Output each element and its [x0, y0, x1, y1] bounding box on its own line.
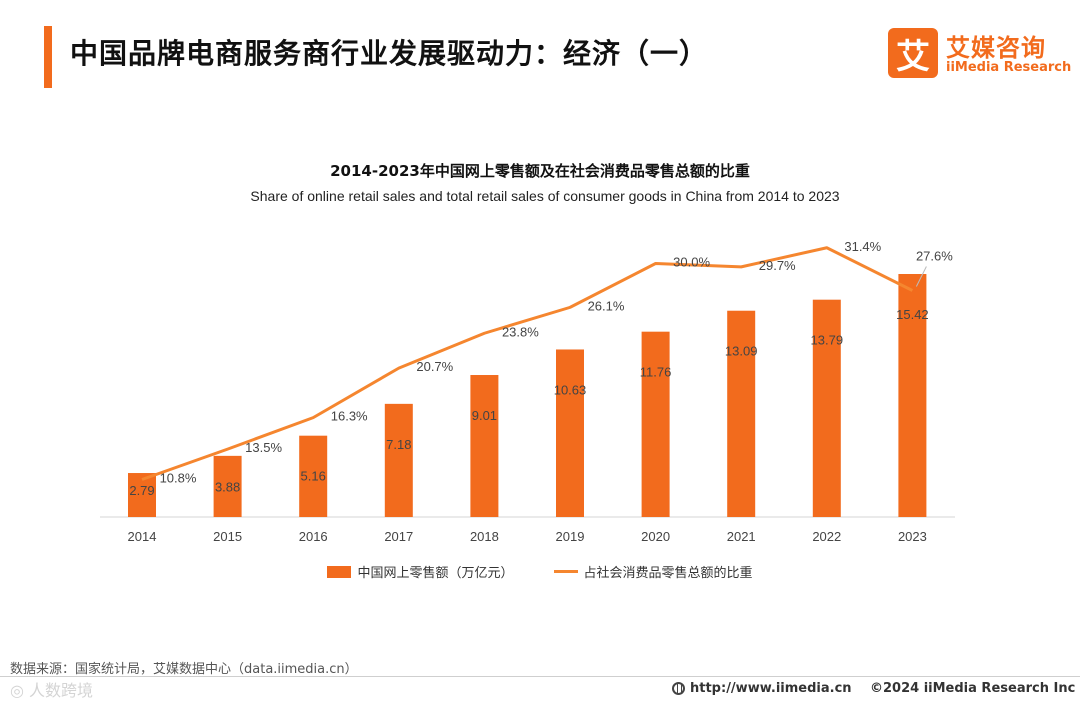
- x-tick-label: 2021: [727, 529, 756, 544]
- footer-url-text: http://www.iimedia.cn: [690, 681, 852, 696]
- x-tick-label: 2023: [898, 529, 927, 544]
- bar-value-label: 11.76: [640, 365, 672, 380]
- globe-icon: [672, 682, 685, 695]
- bar: [898, 274, 927, 517]
- legend-item-bar: 中国网上零售额（万亿元）: [327, 562, 514, 581]
- footer-divider: [0, 676, 1080, 677]
- bar: [727, 310, 756, 517]
- x-tick-label: 2019: [556, 529, 585, 544]
- bar: [299, 435, 328, 517]
- legend-label-line: 占社会消费品零售总额的比重: [583, 566, 753, 581]
- bar: [812, 299, 841, 517]
- bar-value-label: 10.63: [554, 382, 587, 397]
- bar-value-label: 13.79: [811, 333, 844, 348]
- line-value-label: 30.0%: [673, 255, 710, 270]
- line-value-label: 13.5%: [245, 440, 282, 455]
- logo-mark-icon: 艾: [888, 28, 938, 78]
- bar-value-label: 9.01: [472, 408, 497, 423]
- label-leader-line: [915, 266, 927, 287]
- bar: [384, 403, 413, 517]
- bar-value-label: 2.79: [129, 483, 154, 498]
- x-tick-label: 2017: [384, 529, 413, 544]
- bar: [470, 375, 499, 517]
- bar: [556, 349, 584, 517]
- chart-subtitle: Share of online retail sales and total r…: [250, 188, 840, 204]
- x-tick-label: 2016: [299, 529, 328, 544]
- page-title: 中国品牌电商服务商行业发展驱动力：经济（一）: [70, 37, 709, 70]
- footer-link[interactable]: http://www.iimedia.cn: [672, 681, 852, 696]
- line-value-label: 10.8%: [160, 471, 197, 486]
- line-value-label: 23.8%: [502, 324, 539, 339]
- x-tick-label: 2014: [128, 529, 157, 544]
- line-value-label: 31.4%: [844, 239, 881, 254]
- chart-legend: 中国网上零售额（万亿元） 占社会消费品零售总额的比重: [0, 562, 1080, 581]
- x-tick-label: 2022: [812, 529, 841, 544]
- data-source: 数据来源：国家统计局，艾媒数据中心（data.iimedia.cn）: [10, 662, 358, 677]
- bar-value-label: 13.09: [725, 344, 758, 359]
- bar-value-label: 15.42: [896, 307, 929, 322]
- watermark: ◎ 人数跨境: [10, 681, 94, 700]
- logo-name-en: iiMedia Research: [946, 60, 1072, 75]
- bar: [641, 331, 670, 517]
- legend-swatch-bar: [327, 565, 352, 578]
- legend-label-bar: 中国网上零售额（万亿元）: [357, 566, 514, 581]
- chart-title: 2014-2023年中国网上零售额及在社会消费品零售总额的比重: [330, 162, 750, 180]
- title-accent-bar: [44, 26, 52, 88]
- bar: [213, 455, 242, 517]
- legend-item-line: 占社会消费品零售总额的比重: [553, 562, 753, 581]
- bar-value-label: 7.18: [386, 437, 411, 452]
- line-value-label: 29.7%: [759, 258, 796, 273]
- line-value-label: 26.1%: [588, 298, 625, 313]
- legend-swatch-line: [553, 570, 578, 573]
- iimedia-logo: 艾 艾媒咨询 iiMedia Research: [888, 28, 1071, 82]
- line-value-label: 20.7%: [416, 359, 453, 374]
- combo-chart: 2.79 2014 3.88 2015 5.16 2016 7.18 2017 9.01 2018…: [100, 239, 955, 544]
- footer-copyright: ©2024 iiMedia Research Inc: [870, 681, 1076, 696]
- line-value-label: 27.6%: [916, 249, 953, 264]
- x-tick-label: 2018: [470, 529, 499, 544]
- bar-value-label: 3.88: [215, 479, 240, 494]
- bar-value-label: 5.16: [301, 469, 326, 484]
- line-value-label: 16.3%: [331, 409, 368, 424]
- line-series: [141, 246, 914, 481]
- x-tick-label: 2020: [641, 529, 670, 544]
- logo-name-cn: 艾媒咨询: [946, 34, 1046, 62]
- x-tick-label: 2015: [213, 529, 242, 544]
- bar: [128, 473, 156, 517]
